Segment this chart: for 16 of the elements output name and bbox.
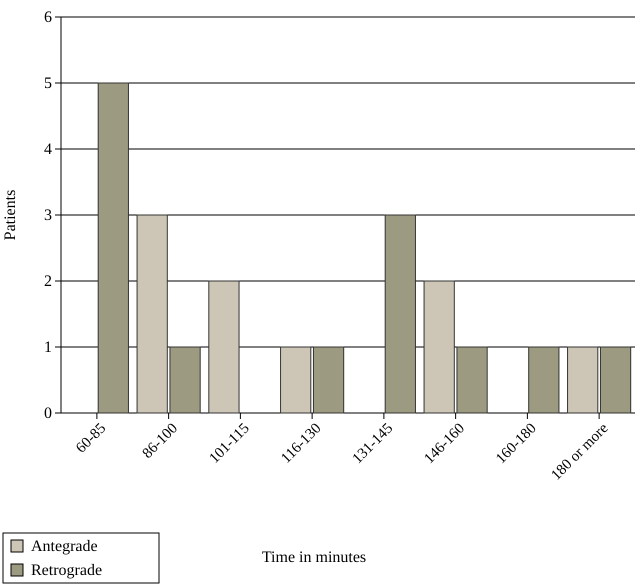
y-tick-label: 2 xyxy=(44,273,52,290)
y-tick-label: 1 xyxy=(44,339,52,356)
y-tick-label: 4 xyxy=(44,141,52,158)
x-tick-label: 180 or more xyxy=(548,420,612,484)
x-axis-title: Time in minutes xyxy=(262,549,366,566)
y-tick-label: 3 xyxy=(44,207,52,224)
legend-label: Antegrade xyxy=(31,538,98,555)
bar xyxy=(528,346,560,414)
bar xyxy=(208,280,240,414)
y-tick-label: 6 xyxy=(44,9,52,26)
bar xyxy=(98,82,129,414)
y-tick-label: 5 xyxy=(44,75,52,92)
y-tick-label: 0 xyxy=(44,405,52,422)
bar xyxy=(384,214,416,414)
legend-label: Retrograde xyxy=(31,562,102,579)
y-axis-title: Patients xyxy=(2,190,19,240)
